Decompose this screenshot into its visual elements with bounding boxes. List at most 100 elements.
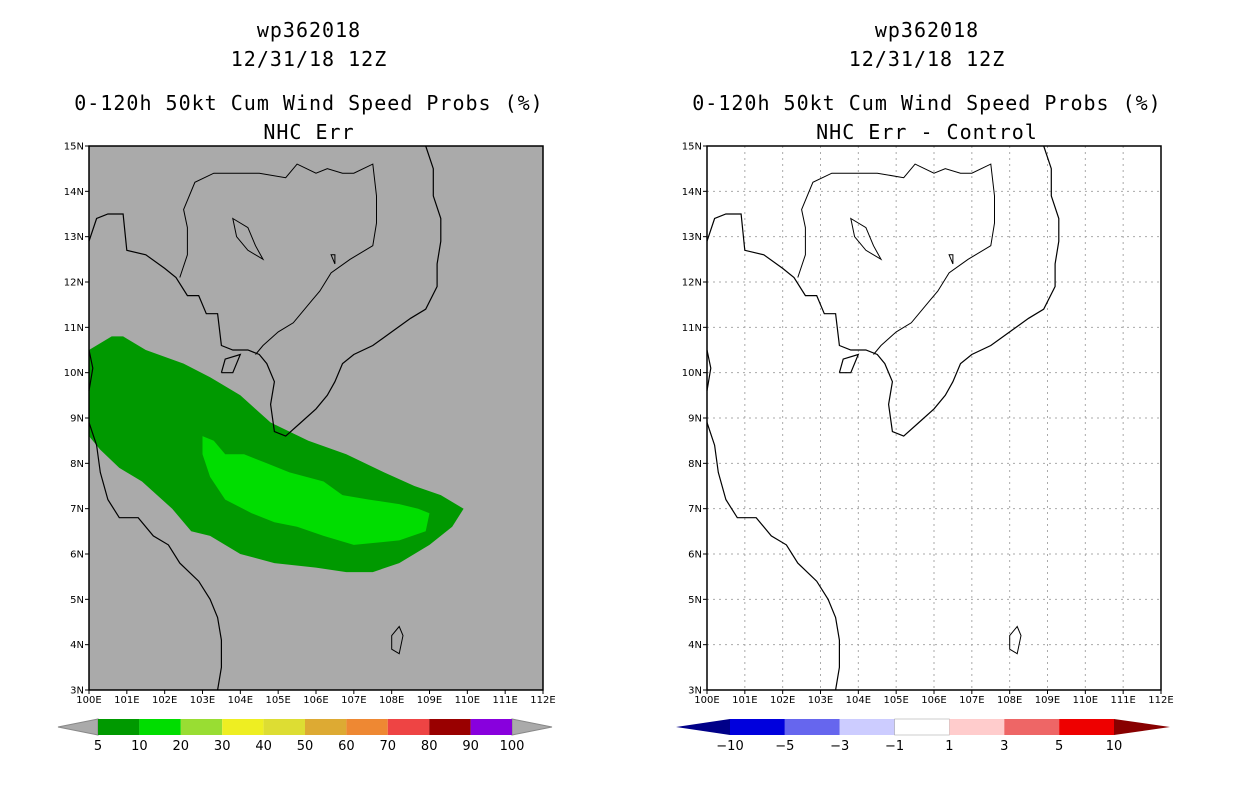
coastline (706, 422, 840, 691)
lat-label: 15N (64, 142, 84, 153)
lat-label: 7N (70, 504, 84, 515)
lat-label: 6N (70, 550, 84, 561)
lake-outline (232, 217, 265, 261)
colorbar-label: 70 (380, 739, 397, 754)
lat-label: 9N (688, 414, 702, 425)
lat-label: 13N (64, 232, 84, 243)
lon-label: 108E (379, 695, 404, 706)
lon-label: 103E (808, 695, 833, 706)
colorbar-label: 100 (500, 739, 525, 754)
colorbar-label: −5 (775, 739, 794, 754)
lat-label: 14N (682, 187, 702, 198)
lon-label: 107E (341, 695, 366, 706)
border-line (797, 163, 995, 355)
lon-label: 109E (417, 695, 442, 706)
lake-outline (850, 217, 883, 261)
lat-label: 6N (688, 550, 702, 561)
colorbar-swatch (470, 719, 512, 735)
lat-label: 8N (688, 459, 702, 470)
colorbar-label: 3 (1000, 739, 1008, 754)
lon-label: 106E (921, 695, 946, 706)
colorbar-label: 90 (462, 739, 479, 754)
lat-label: 10N (64, 368, 84, 379)
subtitle: NHC Err - Control (816, 120, 1038, 144)
colorbar-swatch (222, 719, 264, 735)
lat-label: 3N (70, 686, 84, 697)
lat-label: 8N (70, 459, 84, 470)
colorbar-swatch (429, 719, 471, 735)
colorbar-swatch (1004, 719, 1060, 735)
lon-label: 100E (76, 695, 101, 706)
lat-label: 14N (64, 187, 84, 198)
lon-label: 103E (190, 695, 215, 706)
colorbar-label: 40 (255, 739, 272, 754)
lon-label: 100E (694, 695, 719, 706)
lat-label: 5N (688, 595, 702, 606)
left-map-panel: wp362018 12/31/18 12Z 0-120h 50kt Cum Wi… (57, 18, 556, 754)
lat-label: 15N (682, 142, 702, 153)
lon-label: 108E (997, 695, 1022, 706)
subtitle: NHC Err (263, 120, 355, 144)
colorbar-swatch (98, 719, 140, 735)
lat-label: 11N (64, 323, 84, 334)
island-outline (391, 625, 404, 655)
lon-label: 110E (1073, 695, 1098, 706)
lon-label: 104E (846, 695, 871, 706)
lat-label: 10N (682, 368, 702, 379)
colorbar-arrow-right (1114, 719, 1170, 735)
colorbar-swatch (263, 719, 305, 735)
lat-label: 3N (688, 686, 702, 697)
coastline (706, 145, 1060, 437)
colorbar-swatch (839, 719, 895, 735)
lat-label: 11N (682, 323, 702, 334)
colorbar: −10 −5 −3 −1 1 3 5 10 (676, 718, 1170, 754)
island-outline (948, 254, 954, 265)
product-title: 0-120h 50kt Cum Wind Speed Probs (%) (692, 91, 1162, 115)
lon-label: 111E (492, 695, 517, 706)
colorbar-label: 80 (421, 739, 438, 754)
island-outline (330, 254, 336, 265)
colorbar-arrow-left (57, 718, 99, 736)
lat-label: 12N (682, 278, 702, 289)
lon-label: 104E (228, 695, 253, 706)
coastline (88, 422, 222, 691)
datetime-title: 12/31/18 12Z (230, 47, 388, 71)
lon-label: 107E (959, 695, 984, 706)
border-line (179, 163, 377, 355)
prob-contour-10 (202, 436, 430, 545)
lat-label: 13N (682, 232, 702, 243)
colorbar-label: 60 (338, 739, 355, 754)
lon-label: 105E (265, 695, 290, 706)
lon-label: 110E (455, 695, 480, 706)
lon-label: 109E (1035, 695, 1060, 706)
coastline (220, 353, 242, 374)
colorbar-swatch (346, 719, 388, 735)
lat-label: 12N (64, 278, 84, 289)
colorbar-arrow-left (676, 719, 730, 735)
right-map-panel: wp362018 12/31/18 12Z 0-120h 50kt Cum Wi… (618, 0, 1236, 800)
colorbar-swatch (387, 719, 430, 735)
colorbar-label: −10 (716, 739, 743, 754)
coastline (88, 145, 442, 437)
colorbar-arrow-right (511, 718, 553, 736)
colorbar-label: −1 (885, 739, 904, 754)
colorbar-swatch (894, 718, 950, 736)
colorbar-label: 1 (945, 739, 953, 754)
colorbar-label: 5 (94, 739, 102, 754)
colorbar-label: 30 (214, 739, 231, 754)
colorbar-swatch (305, 719, 347, 735)
colorbar: 5 10 20 30 40 50 60 70 80 90 100 (57, 718, 553, 754)
colorbar-label: 10 (131, 739, 148, 754)
lat-label: 7N (688, 504, 702, 515)
colorbar-label: 10 (1106, 739, 1123, 754)
coastline (88, 349, 94, 391)
lat-label: 4N (70, 640, 84, 651)
colorbar-swatch (730, 719, 785, 735)
lon-label: 105E (883, 695, 908, 706)
storm-id-title: wp362018 (874, 18, 980, 42)
lat-label: 5N (70, 595, 84, 606)
